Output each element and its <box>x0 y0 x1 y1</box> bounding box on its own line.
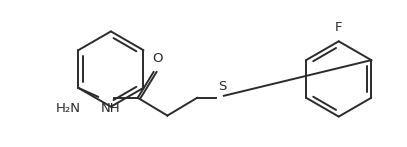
Text: NH: NH <box>101 102 121 115</box>
Text: S: S <box>218 80 226 93</box>
Text: F: F <box>335 21 342 34</box>
Text: H₂N: H₂N <box>56 102 81 115</box>
Text: O: O <box>152 52 163 65</box>
